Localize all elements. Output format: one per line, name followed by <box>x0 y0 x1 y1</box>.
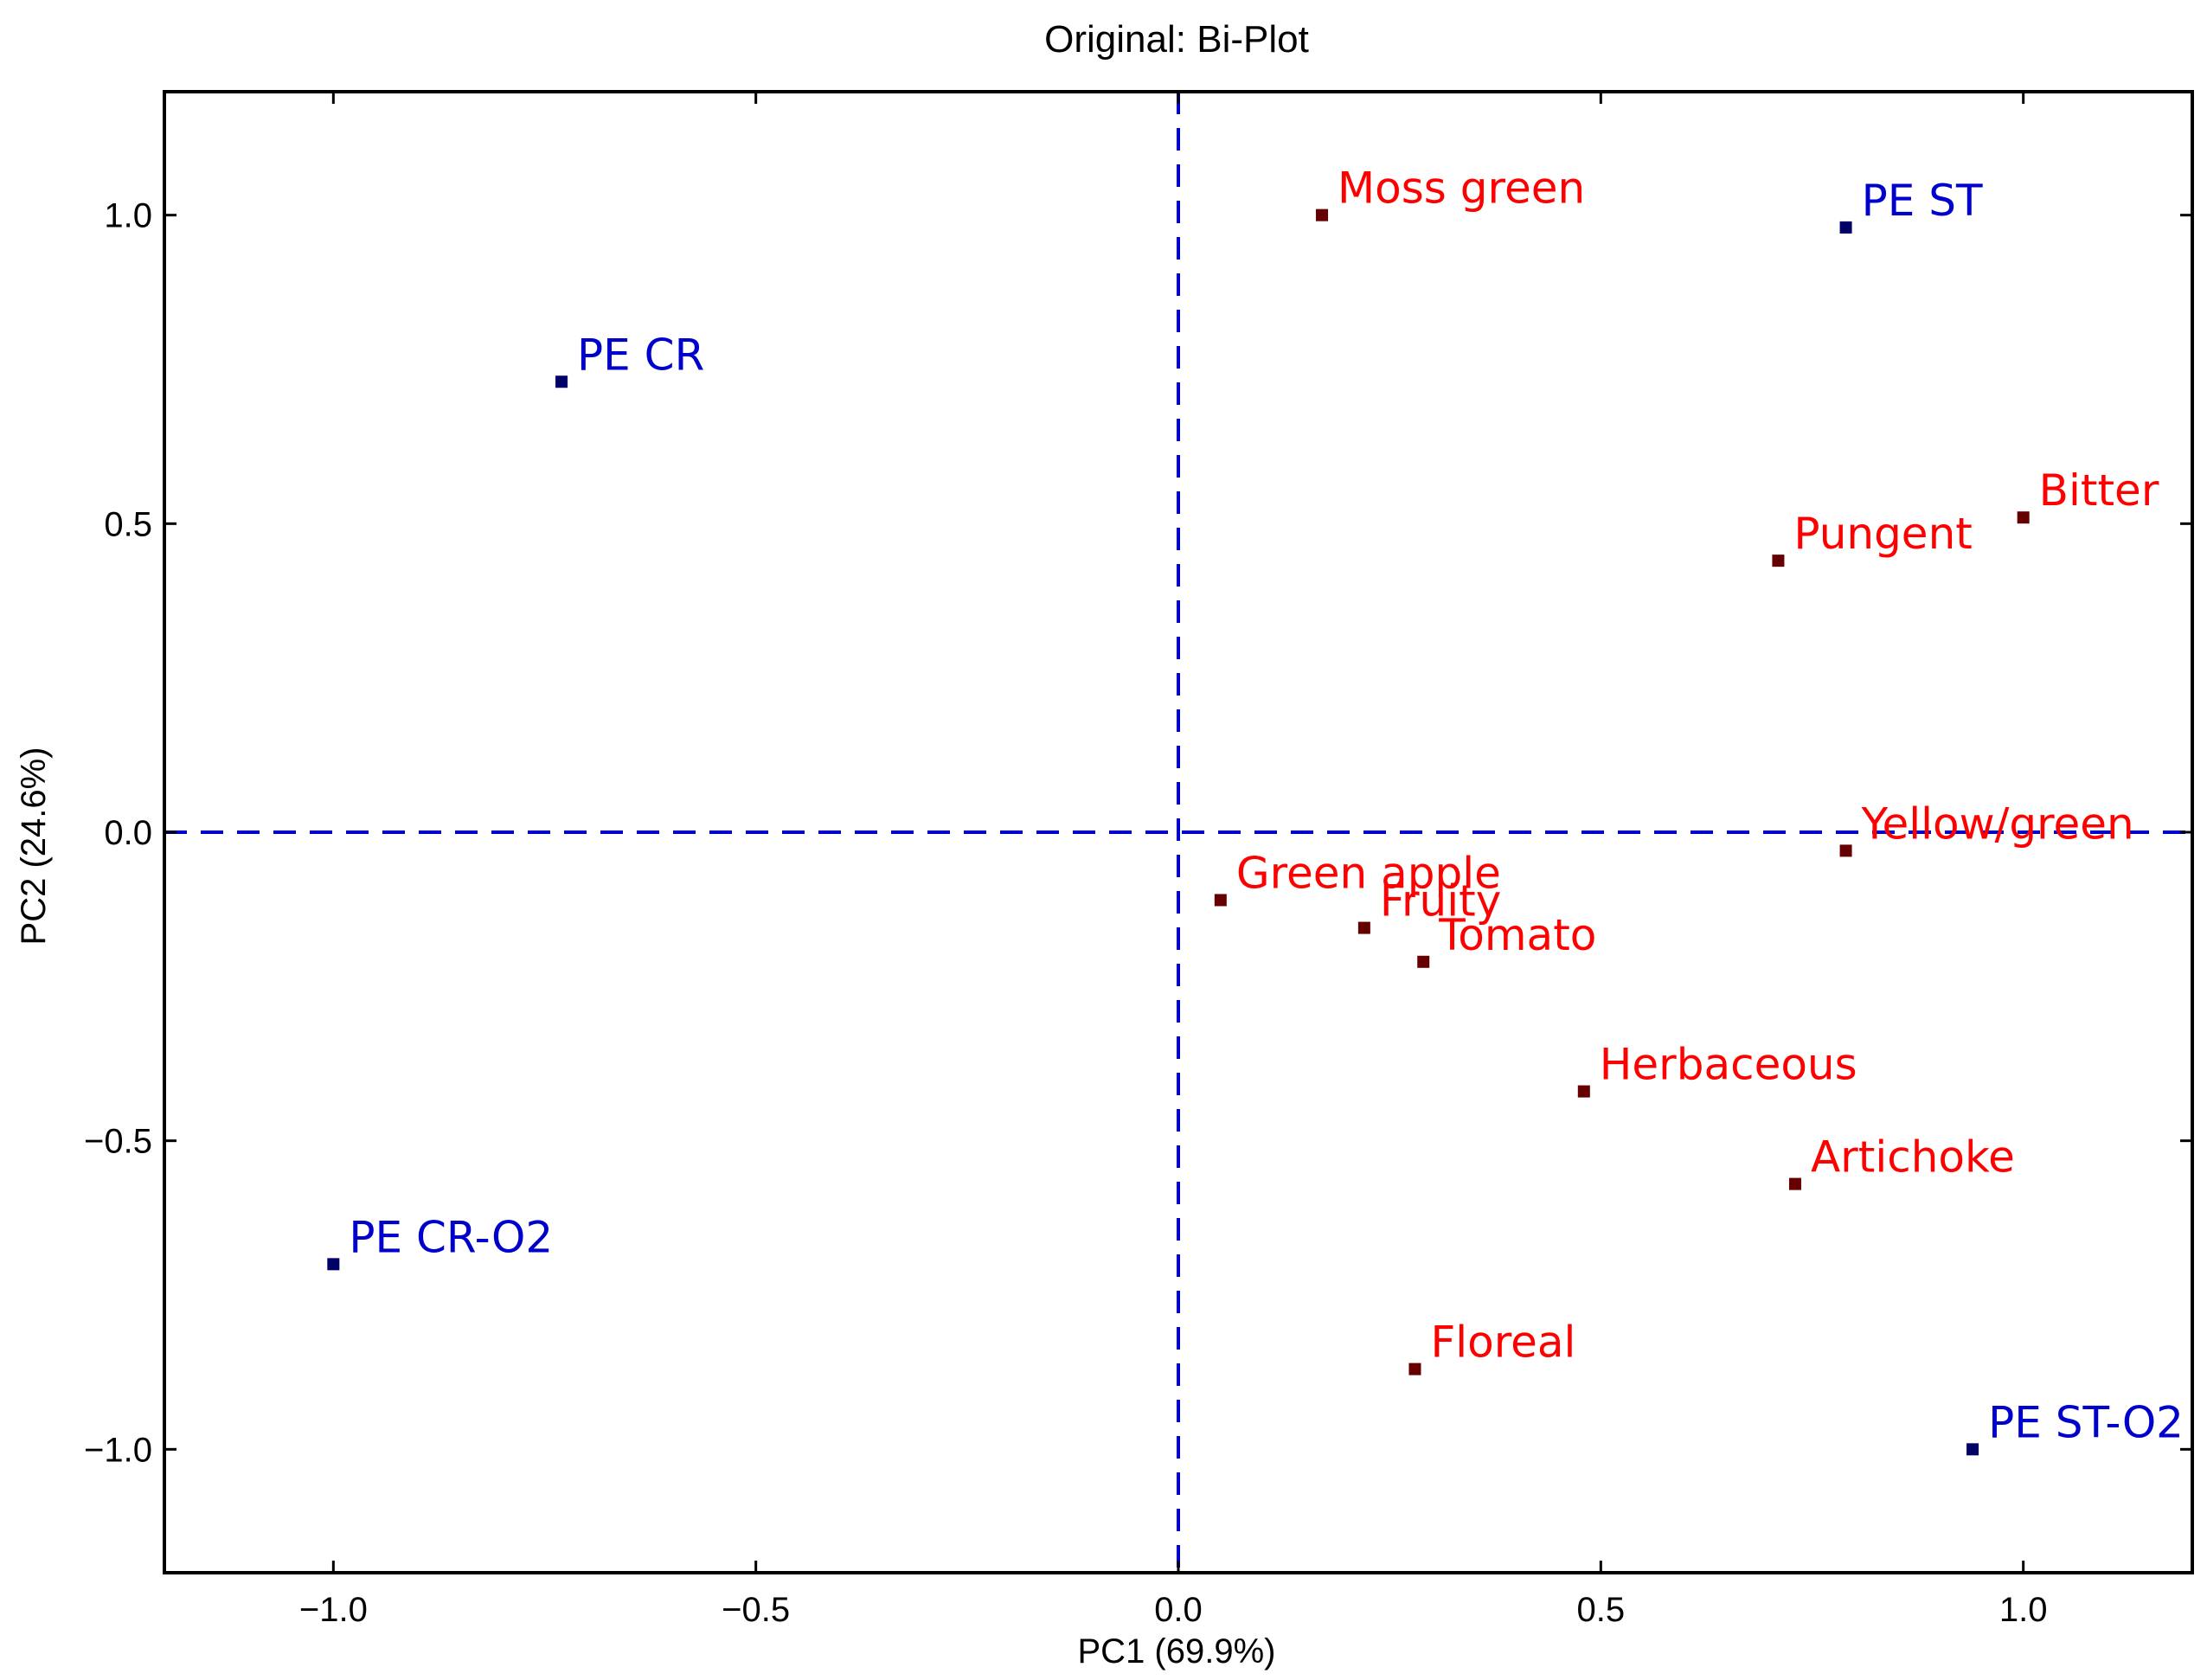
attribute-label: Fruity <box>1380 876 1501 927</box>
y-tick-label: −0.5 <box>84 1123 152 1161</box>
attribute-label: Herbaceous <box>1600 1040 1857 1090</box>
attribute-label: Moss green <box>1338 164 1585 214</box>
attribute-label: Tomato <box>1438 910 1596 960</box>
x-tick-label: −1.0 <box>299 1591 368 1629</box>
y-axis-ticks: 1.0 0.5 0.0 −0.5 −1.0 <box>84 197 2192 1469</box>
sample-label: PE ST-O2 <box>1988 1397 2184 1447</box>
attribute-marker <box>1839 844 1852 857</box>
attribute-marker <box>1214 894 1227 907</box>
attribute-marker <box>2017 511 2030 524</box>
sample-marker <box>327 1258 340 1271</box>
attribute-marker <box>1772 555 1785 567</box>
attribute-points: Moss green Bitter Pungent Yellow/green Green… <box>1214 164 2159 1375</box>
attribute-label: Floreal <box>1430 1318 1575 1368</box>
sample-points: PE CR PE ST PE CR-O2 PE ST-O2 <box>327 176 2184 1456</box>
x-tick-label: 1.0 <box>1999 1591 2048 1629</box>
attribute-label: Pungent <box>1793 509 1972 559</box>
attribute-label: Bitter <box>2039 465 2159 516</box>
y-axis-title: PC2 (24.6%) <box>15 747 53 946</box>
attribute-label: Green apple <box>1236 848 1501 898</box>
x-axis-title: PC1 (69.9%) <box>1078 1632 1276 1670</box>
y-tick-label: 0.0 <box>104 814 152 852</box>
attribute-label: Artichoke <box>1811 1132 2015 1183</box>
reference-lines <box>164 92 2192 1573</box>
attribute-marker <box>1316 208 1329 221</box>
sample-marker <box>555 375 568 388</box>
sample-label: PE ST <box>1862 176 1983 226</box>
x-tick-label: −0.5 <box>722 1591 790 1629</box>
x-axis-ticks: −1.0 −0.5 0.0 0.5 1.0 <box>299 92 2048 1629</box>
chart-title: Original: Bi-Plot <box>1044 18 1309 61</box>
sample-marker <box>1966 1443 1979 1456</box>
y-tick-label: 0.5 <box>104 505 152 543</box>
x-tick-label: 0.5 <box>1577 1591 1626 1629</box>
attribute-marker <box>1417 955 1430 968</box>
attribute-marker <box>1408 1363 1421 1375</box>
plot-frame <box>163 90 2194 1574</box>
attribute-marker <box>1357 921 1370 934</box>
sample-marker <box>1839 221 1852 234</box>
y-tick-label: −1.0 <box>84 1431 152 1469</box>
x-tick-label: 0.0 <box>1154 1591 1203 1629</box>
sample-label: PE CR <box>577 330 704 380</box>
attribute-label: Yellow/green <box>1861 798 2134 849</box>
attribute-marker <box>1577 1085 1590 1098</box>
attribute-marker <box>1788 1177 1801 1190</box>
sample-label: PE CR-O2 <box>349 1212 553 1262</box>
y-tick-label: 1.0 <box>104 197 152 235</box>
